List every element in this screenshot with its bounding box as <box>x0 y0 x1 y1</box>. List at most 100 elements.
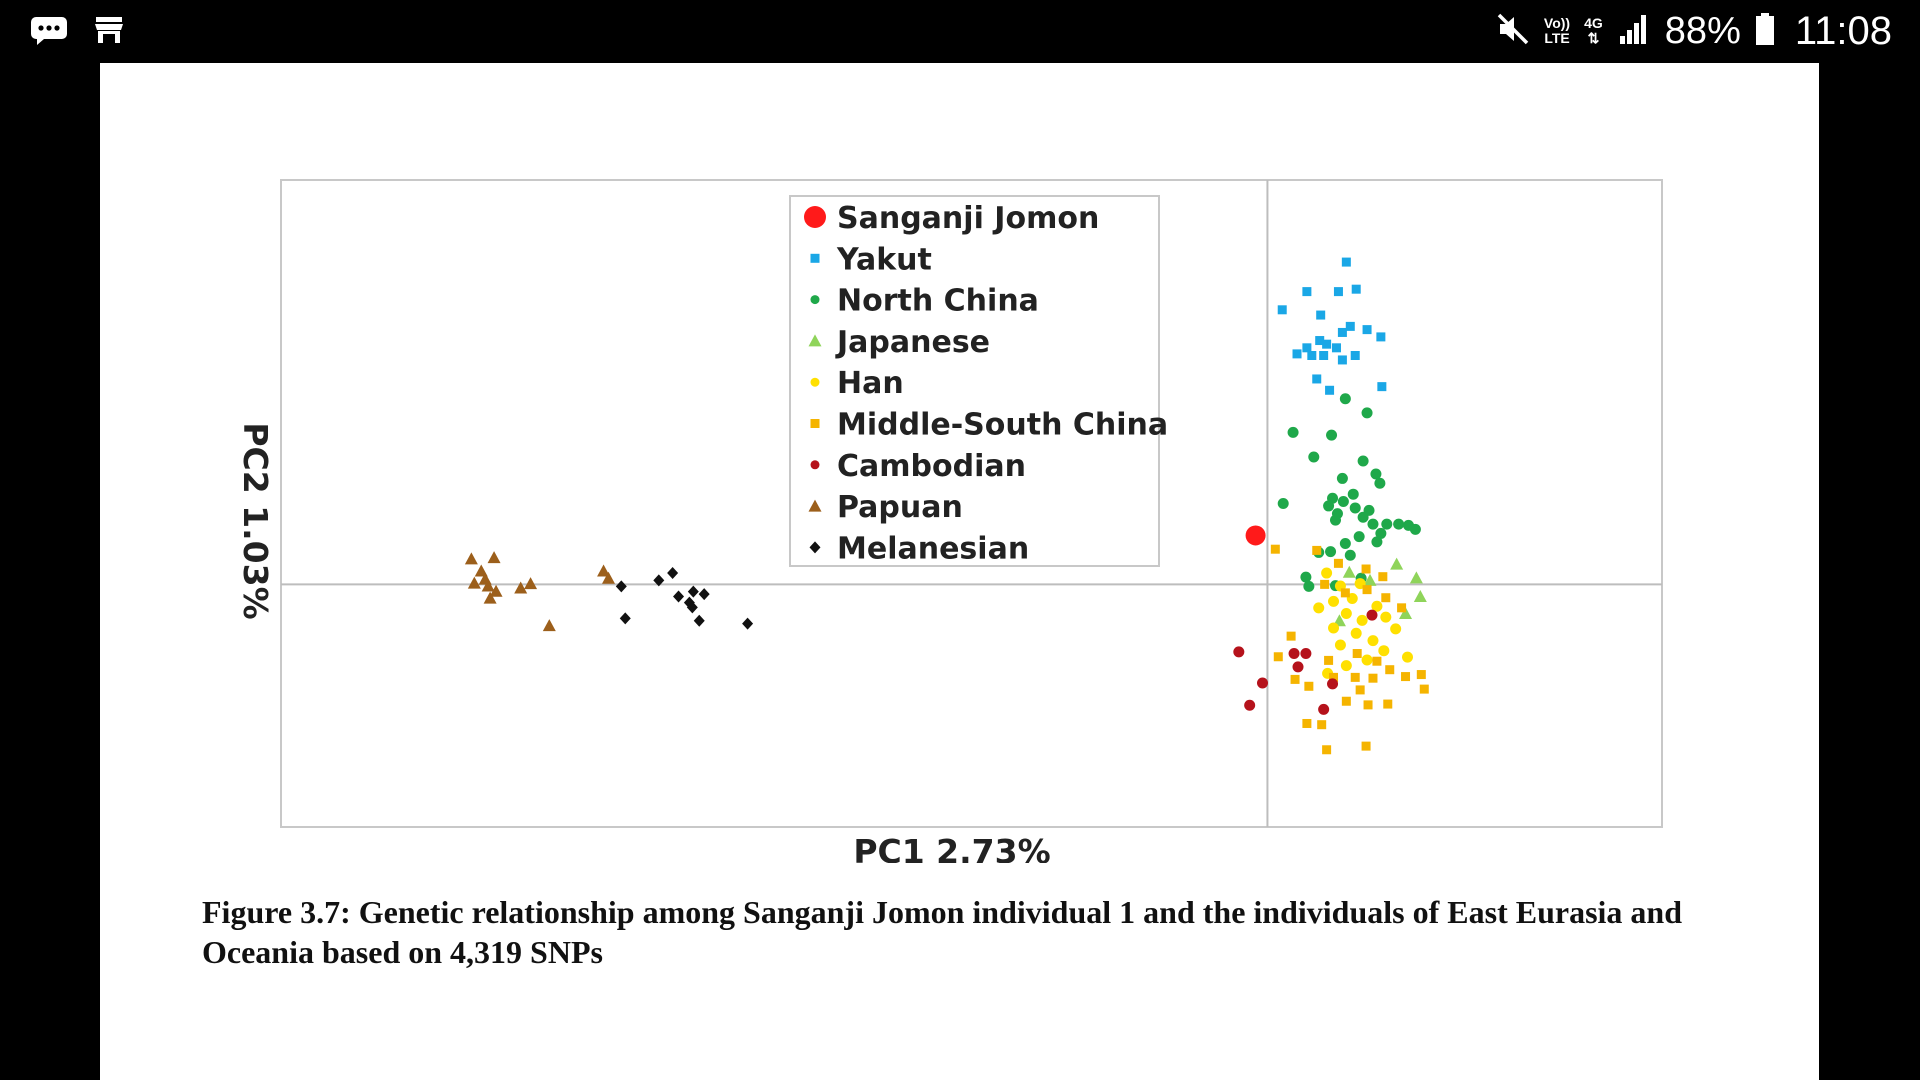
point-yakut <box>1315 336 1325 346</box>
image-viewer[interactable]: Sanganji Jomon Yakut North China Japanese Ha… <box>100 63 1819 1080</box>
data-points <box>464 257 1429 755</box>
legend-label-middle-south-china: Middle-South China <box>837 408 1168 443</box>
volte-label: Vo)) <box>1543 15 1571 31</box>
point-han <box>1356 614 1368 626</box>
point-middle-south-china <box>1322 745 1332 755</box>
point-middle-south-china <box>1355 685 1365 695</box>
status-bar: Vo)) LTE 4G ⇅ 88% 11:08 <box>0 0 1920 62</box>
point-north-china <box>1349 502 1361 514</box>
legend-marker-melanesian <box>809 541 821 554</box>
signal-icon <box>1617 12 1651 51</box>
point-north-china <box>1329 514 1341 526</box>
point-papuan <box>464 552 478 565</box>
point-north-china <box>1381 518 1393 530</box>
point-north-china <box>1287 426 1299 438</box>
point-yakut <box>1319 350 1329 360</box>
point-han <box>1313 602 1325 614</box>
point-papuan <box>483 591 497 604</box>
point-japanese <box>1413 590 1427 603</box>
legend-marker-japanese <box>808 334 822 347</box>
point-north-china <box>1339 393 1351 405</box>
legend-marker-north-china <box>810 295 820 305</box>
point-middle-south-china <box>1368 673 1378 683</box>
point-north-china <box>1303 580 1315 592</box>
legend-label-north-china: North China <box>837 284 1039 319</box>
network-label: 4G <box>1584 15 1603 31</box>
point-han <box>1328 595 1340 607</box>
battery-percent: 88% <box>1664 9 1741 52</box>
point-yakut <box>1337 355 1347 365</box>
point-north-china <box>1367 518 1379 530</box>
point-middle-south-china <box>1381 593 1391 603</box>
point-yakut <box>1292 349 1302 359</box>
figure-caption: Figure 3.7: Genetic relationship among S… <box>202 894 1682 970</box>
point-north-china <box>1337 495 1349 507</box>
legend-label-cambodian: Cambodian <box>837 449 1026 484</box>
point-han <box>1340 660 1352 672</box>
point-middle-south-china <box>1270 544 1280 554</box>
point-north-china <box>1344 549 1356 561</box>
point-middle-south-china <box>1372 656 1382 666</box>
point-yakut <box>1302 343 1312 353</box>
x-axis-label: PC1 2.73% <box>853 832 1050 863</box>
point-north-china <box>1347 488 1359 500</box>
point-north-china <box>1375 527 1387 539</box>
point-middle-south-china <box>1385 665 1395 675</box>
legend-label-sanganji-jomon: Sanganji Jomon <box>837 201 1099 236</box>
point-han <box>1367 635 1379 647</box>
point-melanesian <box>619 612 631 625</box>
point-han <box>1390 623 1402 635</box>
point-yakut <box>1331 343 1341 353</box>
point-middle-south-china <box>1340 588 1350 598</box>
point-papuan <box>601 571 615 584</box>
point-melanesian <box>693 614 705 627</box>
point-middle-south-china <box>1329 672 1339 682</box>
point-middle-south-china <box>1324 655 1334 665</box>
point-middle-south-china <box>1383 699 1393 709</box>
point-cambodian <box>1318 703 1330 715</box>
network-indicator: 4G ⇅ <box>1584 16 1603 46</box>
store-icon <box>94 15 124 50</box>
point-yakut <box>1333 287 1343 297</box>
point-middle-south-china <box>1397 603 1407 613</box>
point-papuan <box>597 564 611 577</box>
point-yakut <box>1322 339 1332 349</box>
pca-scatter-chart: Sanganji Jomon Yakut North China Japanese Ha… <box>236 179 1663 863</box>
point-north-china <box>1353 531 1365 543</box>
point-north-china <box>1326 429 1338 441</box>
point-middle-south-china <box>1290 674 1300 684</box>
point-north-china <box>1323 500 1335 512</box>
volte-indicator: Vo)) LTE <box>1544 16 1570 46</box>
point-japanese <box>1342 565 1356 578</box>
point-middle-south-china <box>1320 579 1330 589</box>
point-yakut <box>1341 257 1351 267</box>
point-north-china <box>1308 451 1320 463</box>
point-north-china <box>1300 571 1312 583</box>
point-cambodian <box>1292 661 1304 673</box>
y-axis-label: PC2 1.03% <box>236 422 275 619</box>
point-yakut <box>1376 332 1386 342</box>
point-yakut <box>1362 325 1372 335</box>
point-papuan <box>489 584 503 597</box>
point-north-china <box>1325 546 1337 558</box>
status-right: Vo)) LTE 4G ⇅ 88% 11:08 <box>1496 6 1892 56</box>
point-middle-south-china <box>1286 631 1296 641</box>
point-melanesian <box>687 585 699 598</box>
point-middle-south-china <box>1352 649 1362 659</box>
point-middle-south-china <box>1363 700 1373 710</box>
point-yakut <box>1277 305 1287 315</box>
point-north-china <box>1361 407 1373 419</box>
point-papuan <box>524 577 538 590</box>
point-cambodian <box>1256 677 1268 689</box>
point-yakut <box>1377 382 1387 392</box>
legend-marker-sanganji-jomon <box>804 206 826 228</box>
point-han <box>1371 600 1383 612</box>
point-middle-south-china <box>1378 572 1388 582</box>
point-yakut <box>1312 374 1322 384</box>
point-yakut <box>1302 287 1312 297</box>
point-han <box>1321 567 1333 579</box>
point-middle-south-china <box>1350 672 1360 682</box>
point-japanese <box>1399 606 1413 619</box>
point-cambodian <box>1327 678 1339 690</box>
point-north-china <box>1370 468 1382 480</box>
